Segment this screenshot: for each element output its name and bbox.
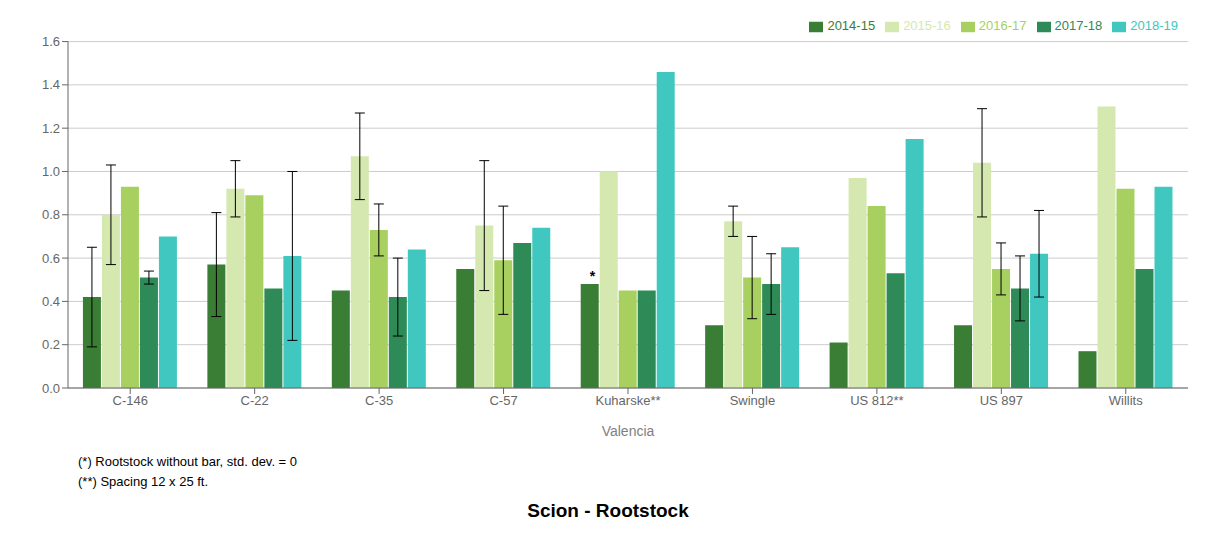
- svg-text:1.0: 1.0: [42, 164, 60, 179]
- svg-text:1.4: 1.4: [42, 77, 60, 92]
- svg-text:*: *: [590, 268, 596, 284]
- svg-text:Willits: Willits: [1109, 393, 1143, 408]
- html-text:2018-19: 2018-19: [1130, 18, 1178, 33]
- html-text:2015-16: 2015-16: [903, 18, 951, 33]
- svg-text:Kuharske**: Kuharske**: [595, 393, 660, 408]
- svg-text:US 897: US 897: [980, 393, 1023, 408]
- svg-text:0.0: 0.0: [42, 381, 60, 396]
- svg-text:C-22: C-22: [241, 393, 269, 408]
- svg-text:US 812**: US 812**: [850, 393, 903, 408]
- html-text:(**) Spacing 12 x 25 ft.: (**) Spacing 12 x 25 ft.: [78, 474, 209, 489]
- svg-text:C-146: C-146: [113, 393, 148, 408]
- svg-text:0.4: 0.4: [42, 294, 60, 309]
- html-text:2017-18: 2017-18: [1054, 18, 1103, 33]
- html-text:2014-15: 2014-15: [827, 18, 876, 33]
- html-text:2016-17: 2016-17: [978, 18, 1027, 33]
- html-text:Scion - Rootstock: Scion - Rootstock: [527, 500, 689, 521]
- html-text:(*) Rootstock without bar, std: (*) Rootstock without bar, std. dev. = 0: [78, 454, 298, 469]
- svg-text:Valencia: Valencia: [602, 423, 655, 439]
- svg-text:C-57: C-57: [489, 393, 517, 408]
- svg-text:0.2: 0.2: [42, 337, 60, 352]
- svg-text:0.6: 0.6: [42, 251, 60, 266]
- svg-text:C-35: C-35: [365, 393, 393, 408]
- svg-text:1.6: 1.6: [42, 34, 60, 49]
- svg-text:0.8: 0.8: [42, 207, 60, 222]
- svg-text:1.2: 1.2: [42, 121, 60, 136]
- svg-text:Swingle: Swingle: [730, 393, 776, 408]
